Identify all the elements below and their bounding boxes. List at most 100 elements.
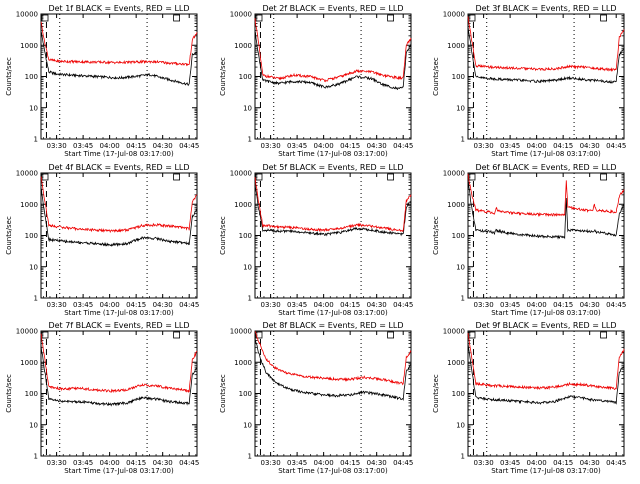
marker-box-right: [387, 173, 395, 181]
y-tick-label: 1000: [447, 359, 465, 367]
x-axis-label: Start Time (17-Jul-08 03:17:00): [64, 309, 174, 317]
y-axis-label: Counts/sec: [219, 57, 227, 96]
x-axis-label: Start Time (17-Jul-08 03:17:00): [491, 309, 601, 317]
x-tick-label: 04:15: [340, 142, 360, 150]
y-tick-label: 100: [25, 73, 38, 81]
plot-title: Det 2f BLACK = Events, RED = LLD: [262, 4, 403, 13]
y-tick-label: 10: [243, 263, 252, 271]
x-tick-label: 04:15: [126, 301, 146, 309]
x-tick-label: 03:45: [500, 142, 520, 150]
events-series-line: [467, 342, 625, 405]
x-tick-label: 04:30: [153, 301, 173, 309]
y-tick-label: 1: [34, 453, 38, 461]
marker-box-right: [173, 14, 181, 22]
marker-box-right: [387, 331, 395, 339]
plot-frame: [254, 330, 412, 457]
x-tick-label: 04:00: [527, 301, 547, 309]
detector-plot-5: 1 10 100 1000 10000 03:30 03:45 04:00 04:15 04:30…: [219, 163, 413, 317]
y-tick-label: 100: [452, 232, 465, 240]
y-axis-label: Counts/sec: [432, 374, 440, 413]
x-tick-label: 04:00: [527, 459, 547, 467]
x-tick-label: 04:15: [553, 459, 573, 467]
y-tick-label: 1000: [20, 201, 38, 209]
marker-box-left: [468, 14, 476, 22]
y-tick-label: 1000: [20, 359, 38, 367]
marker-box-left: [41, 173, 49, 181]
y-tick-label: 10: [456, 263, 465, 271]
y-tick-label: 100: [239, 232, 252, 240]
y-tick-label: 1000: [234, 201, 252, 209]
events-series-line: [40, 345, 198, 407]
x-tick-label: 04:15: [126, 142, 146, 150]
events-series-line: [467, 180, 625, 240]
plot-frame: [40, 13, 198, 140]
x-tick-label: 04:45: [393, 301, 413, 309]
y-tick-label: 1: [248, 295, 252, 303]
lld-series-line: [254, 177, 412, 233]
y-tick-label: 100: [25, 390, 38, 398]
x-tick-label: 04:00: [314, 459, 334, 467]
x-axis-label: Start Time (17-Jul-08 03:17:00): [64, 467, 174, 475]
plot-title: Det 4f BLACK = Events, RED = LLD: [48, 163, 189, 172]
x-tick-label: 04:45: [393, 142, 413, 150]
y-axis-label: Counts/sec: [219, 216, 227, 255]
plot-frame: [254, 172, 412, 299]
marker-box-right: [173, 173, 181, 181]
x-tick-label: 04:30: [367, 301, 387, 309]
y-tick-label: 100: [25, 232, 38, 240]
marker-box-right: [387, 14, 395, 22]
marker-box-left: [41, 331, 49, 339]
x-tick-label: 04:30: [153, 142, 173, 150]
y-tick-label: 1: [34, 295, 38, 303]
detector-plot-2: 1 10 100 1000 10000 03:30 03:45 04:00 04:15 04:30…: [219, 4, 413, 158]
x-tick-label: 04:00: [100, 459, 120, 467]
y-tick-label: 10: [29, 421, 38, 429]
detector-plot-6: 1 10 100 1000 10000 03:30 03:45 04:00 04:15 04:30…: [432, 163, 626, 317]
plot-frame: [254, 13, 412, 140]
events-series-line: [254, 30, 412, 91]
y-tick-label: 10: [29, 263, 38, 271]
marker-box-right: [600, 331, 607, 339]
x-tick-label: 04:30: [153, 459, 173, 467]
y-tick-label: 10000: [230, 170, 252, 178]
x-tick-label: 04:45: [179, 142, 199, 150]
lld-series-line: [40, 176, 198, 234]
lld-series-line: [254, 18, 412, 83]
plot-title: Det 6f BLACK = Events, RED = LLD: [475, 163, 616, 172]
y-tick-label: 10000: [443, 11, 465, 19]
plot-frame: [467, 172, 625, 299]
y-tick-label: 10000: [443, 170, 465, 178]
plot-frame: [467, 330, 625, 457]
marker-box-left: [255, 14, 263, 22]
detector-plot-4: 1 10 100 1000 10000 03:30 03:45 04:00 04:15 04:30…: [5, 163, 199, 317]
x-tick-label: 04:15: [553, 142, 573, 150]
y-tick-label: 1000: [20, 42, 38, 50]
y-tick-label: 10000: [230, 328, 252, 336]
y-axis-label: Counts/sec: [219, 374, 227, 413]
y-tick-label: 1: [248, 136, 252, 144]
x-axis-label: Start Time (17-Jul-08 03:17:00): [491, 150, 601, 158]
lld-series-line: [40, 333, 198, 394]
x-tick-label: 04:45: [606, 459, 626, 467]
x-tick-label: 04:30: [367, 142, 387, 150]
x-tick-label: 04:45: [393, 459, 413, 467]
x-tick-label: 04:00: [314, 301, 334, 309]
y-tick-label: 100: [452, 73, 465, 81]
x-tick-label: 03:45: [73, 459, 93, 467]
marker-box-left: [255, 173, 263, 181]
y-tick-label: 10: [456, 421, 465, 429]
plot-title: Det 5f BLACK = Events, RED = LLD: [262, 163, 403, 172]
y-axis-label: Counts/sec: [432, 216, 440, 255]
marker-box-right: [600, 173, 607, 181]
x-tick-label: 04:45: [606, 142, 626, 150]
x-tick-label: 03:45: [500, 301, 520, 309]
y-tick-label: 1000: [234, 42, 252, 50]
y-axis-label: Counts/sec: [5, 216, 13, 255]
x-tick-label: 03:45: [287, 459, 307, 467]
y-tick-label: 100: [452, 390, 465, 398]
plot-frame: [40, 172, 198, 299]
x-tick-label: 03:30: [47, 301, 67, 309]
plot-title: Det 3f BLACK = Events, RED = LLD: [475, 4, 616, 13]
y-axis-label: Counts/sec: [5, 57, 13, 96]
